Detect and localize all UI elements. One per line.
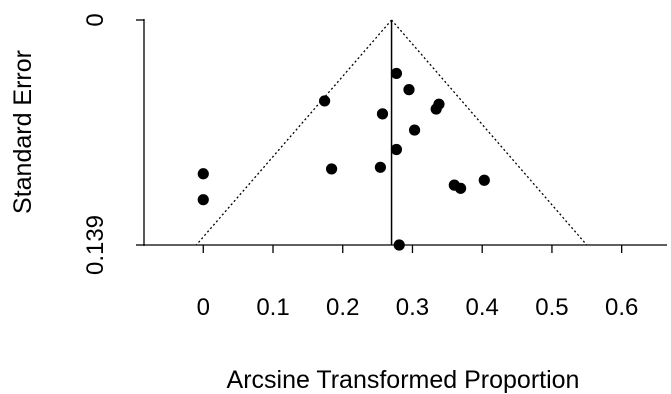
data-point <box>454 182 467 194</box>
data-point <box>376 108 389 120</box>
data-point <box>374 161 386 173</box>
data-point <box>433 98 445 110</box>
data-point <box>390 143 403 156</box>
data-point <box>478 174 490 186</box>
x-tick-label: 0 <box>197 294 210 321</box>
data-point <box>390 67 403 80</box>
data-point <box>197 194 209 206</box>
data-point <box>393 239 405 251</box>
x-tick-label: 0.5 <box>535 294 568 321</box>
y-axis-label: Standard Error <box>9 50 37 214</box>
x-tick-label: 0.2 <box>326 294 359 321</box>
x-axis: 0 0.1 0.2 0.3 0.4 0.5 0.6 <box>197 245 638 321</box>
x-tick-label: 0.1 <box>256 294 289 321</box>
y-axis: 0 0.139 <box>82 13 144 275</box>
x-axis-label: Arcsine Transformed Proportion <box>227 366 580 394</box>
x-tick-label: 0.3 <box>396 294 429 321</box>
y-tick-label: 0.139 <box>82 215 109 275</box>
data-point <box>319 95 331 107</box>
x-tick-label: 0.6 <box>605 294 638 321</box>
data-points <box>197 67 490 251</box>
data-point <box>408 124 421 136</box>
funnel-left-bound <box>195 19 393 246</box>
funnel-lines <box>195 19 588 246</box>
funnel-right-bound <box>391 19 588 246</box>
x-tick-label: 0.4 <box>466 294 499 321</box>
y-tick-label: 0 <box>82 13 109 26</box>
data-point <box>403 84 415 96</box>
plot-frame <box>143 19 667 246</box>
data-point <box>325 163 338 175</box>
data-point <box>197 168 209 180</box>
